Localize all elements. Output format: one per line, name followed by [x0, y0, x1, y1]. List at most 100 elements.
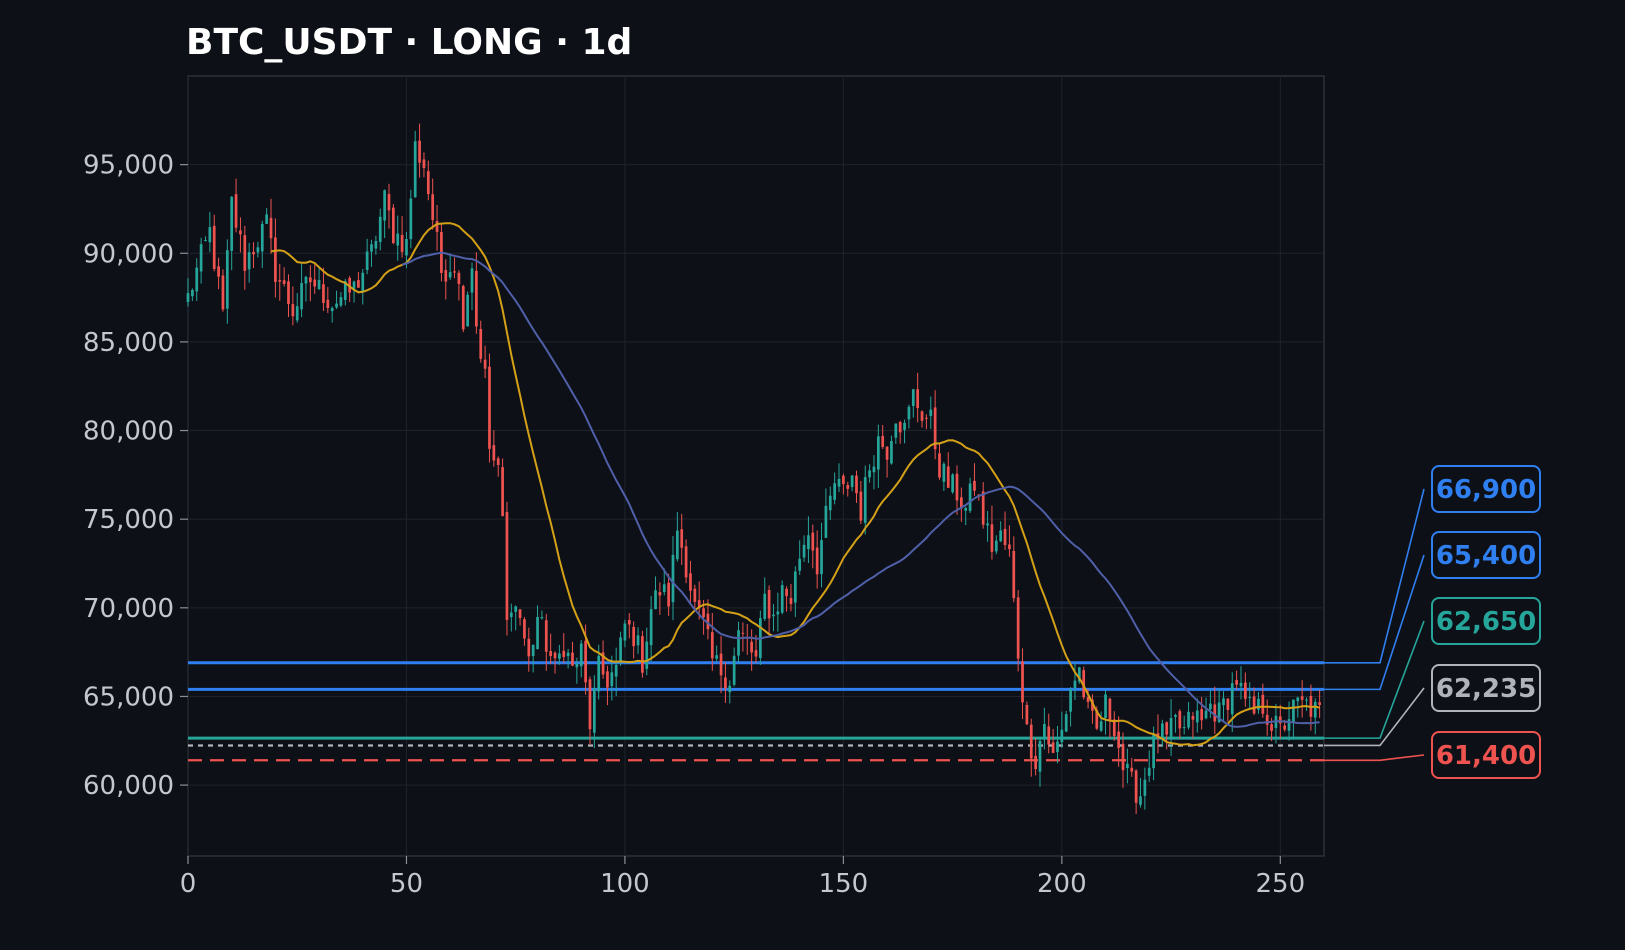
candle-body — [518, 609, 522, 619]
x-tick-label: 250 — [1255, 869, 1305, 899]
candle-body — [658, 592, 662, 596]
candle-body — [1261, 694, 1265, 714]
level-badge — [1431, 465, 1541, 513]
moving-average-line — [270, 222, 1320, 747]
candle-body — [431, 194, 435, 221]
level-connector — [1324, 754, 1425, 762]
candle-body — [632, 626, 636, 647]
candle-body — [553, 652, 557, 659]
candle-body — [313, 279, 317, 287]
candle-body — [898, 421, 902, 433]
candle-body — [619, 637, 622, 663]
candle-body — [689, 573, 692, 591]
candle-body — [986, 523, 989, 526]
candle-body — [1012, 550, 1016, 599]
candle-body — [776, 611, 780, 615]
candle-body — [1029, 724, 1033, 759]
candle-body — [483, 359, 487, 369]
candle-body — [361, 272, 365, 291]
candle-body — [453, 271, 456, 273]
candle-body — [1134, 770, 1138, 803]
candle-body — [1174, 714, 1177, 717]
candle-body — [282, 280, 286, 284]
candle-body — [330, 308, 334, 312]
candle-body — [798, 558, 802, 571]
level-badge — [1431, 731, 1541, 779]
axes: 60,000 65,000 70,000 75,000 80,000 85,000 90,0… — [83, 151, 1305, 899]
candle-body — [662, 584, 666, 592]
candle-body — [461, 285, 465, 330]
candle-body — [1038, 740, 1042, 772]
level-badge-label: 66,900 — [1436, 475, 1536, 505]
candle-body — [728, 685, 732, 693]
candle-body — [1095, 709, 1099, 729]
candle-body — [868, 470, 871, 478]
candle-body — [837, 478, 841, 487]
candle-body — [444, 270, 448, 282]
candle-body — [833, 483, 837, 500]
candle-body — [1152, 733, 1155, 769]
candle-body — [1230, 683, 1234, 715]
candle-body — [1300, 696, 1304, 700]
y-tick-label: 85,000 — [83, 328, 174, 358]
candle-body — [807, 535, 810, 550]
candle-body — [737, 630, 740, 656]
candle-body — [579, 643, 583, 667]
candle-body — [470, 268, 474, 293]
candle-body — [623, 623, 627, 641]
candle-body — [317, 280, 321, 289]
candle-body — [1191, 715, 1195, 720]
candle-body — [221, 275, 225, 310]
candle-body — [719, 653, 723, 676]
candle-body — [475, 270, 478, 327]
candle-body — [300, 283, 303, 310]
candle-body — [571, 652, 574, 666]
candle-body — [540, 617, 544, 619]
candle-body — [514, 606, 518, 612]
chart-title: BTC_USDT · LONG · 1d — [186, 22, 632, 63]
candle-body — [308, 277, 312, 283]
candle-body — [667, 582, 670, 607]
candle-body — [1239, 682, 1243, 687]
candle-body — [1147, 767, 1151, 776]
candle-body — [383, 190, 386, 221]
candle-body — [1169, 717, 1173, 738]
candle-body — [243, 235, 247, 271]
candle-body — [999, 530, 1003, 542]
candle-body — [802, 544, 806, 558]
candle-body — [492, 445, 496, 461]
candle-body — [496, 458, 500, 465]
candles-layer — [186, 123, 1321, 814]
candle-body — [811, 532, 815, 551]
candle-body — [322, 284, 325, 303]
candle-body — [1021, 661, 1024, 703]
candle-body — [457, 272, 461, 284]
candle-body — [754, 650, 758, 657]
candle-body — [636, 635, 640, 646]
candle-body — [863, 477, 867, 523]
candle-body — [715, 655, 719, 659]
candle-body — [649, 609, 653, 646]
level-badge-label: 62,235 — [1436, 674, 1536, 704]
candle-body — [1025, 704, 1029, 725]
candle-body — [693, 588, 697, 602]
candle-body — [1200, 709, 1204, 721]
candle-body — [1016, 597, 1020, 659]
candle-body — [1187, 711, 1190, 728]
candle-body — [1108, 698, 1112, 721]
candle-body — [260, 223, 264, 252]
candle-body — [418, 140, 421, 163]
candle-body — [584, 640, 587, 683]
candle-body — [1165, 722, 1169, 735]
candle-body — [973, 480, 976, 491]
candle-body — [855, 475, 858, 494]
candle-body — [1278, 716, 1282, 724]
candle-body — [1209, 703, 1212, 710]
candle-body — [1086, 697, 1090, 702]
candle-body — [951, 474, 954, 493]
candle-body — [1064, 714, 1068, 732]
candle-body — [1287, 719, 1291, 731]
candle-body — [1091, 699, 1094, 711]
candle-body — [1283, 725, 1287, 730]
